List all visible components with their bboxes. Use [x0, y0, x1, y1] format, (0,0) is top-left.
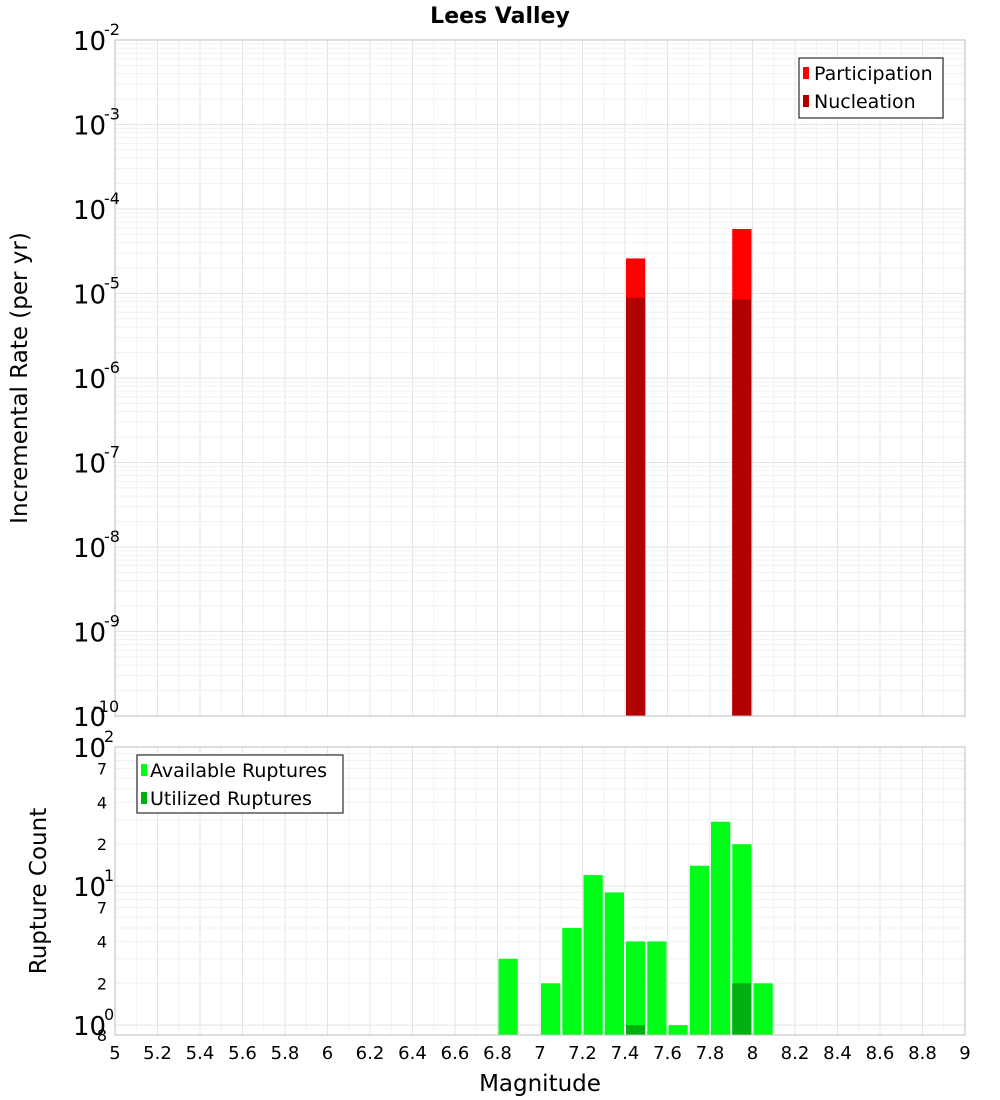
- chart-title: Lees Valley: [430, 4, 570, 29]
- y-tick-label: 10: [73, 734, 106, 764]
- y-tick-label: 7: [97, 760, 107, 779]
- x-tick-label: 6: [322, 1043, 333, 1064]
- count-bar-available-ruptures: [562, 927, 582, 1035]
- legend-label-available: Available Ruptures: [150, 760, 327, 782]
- count-legend-box: [136, 754, 344, 814]
- y-tick-label: 10: [73, 619, 106, 649]
- x-tick-label: 7: [534, 1043, 545, 1064]
- x-tick-label: 8.6: [866, 1043, 895, 1064]
- y-tick-label: 7: [97, 899, 107, 918]
- count-bar-available-ruptures: [689, 865, 709, 1035]
- count-y-axis-label: Rupture Count: [26, 808, 52, 974]
- y-tick-exponent: -10: [93, 697, 119, 716]
- x-tick-label: 7.8: [696, 1043, 725, 1064]
- rate-bar-nucleation: [626, 297, 646, 716]
- x-tick-label: 5.6: [228, 1043, 257, 1064]
- y-tick-exponent: 2: [104, 727, 114, 746]
- y-tick-label: 2: [97, 974, 107, 993]
- x-tick-label: 6.4: [398, 1043, 427, 1064]
- x-tick-label: 8.2: [781, 1043, 810, 1064]
- y-tick-label: 10: [73, 196, 106, 226]
- x-tick-label: 8.8: [908, 1043, 937, 1064]
- y-tick-exponent: -2: [104, 20, 120, 39]
- count-bar-available-ruptures: [711, 821, 731, 1035]
- rate-legend: Participation Nucleation: [798, 57, 944, 119]
- y-tick-label: 4: [97, 932, 107, 951]
- legend-label-participation: Participation: [814, 63, 933, 85]
- x-tick-label: 9: [959, 1043, 970, 1064]
- y-tick-label: 8: [97, 1026, 107, 1045]
- rate-y-axis-label: Incremental Rate (per yr): [7, 232, 33, 524]
- y-tick-exponent: -3: [104, 105, 120, 124]
- x-tick-label: 7.4: [611, 1043, 640, 1064]
- y-tick-label: 10: [73, 365, 106, 395]
- y-tick-label: 10: [73, 534, 106, 564]
- legend-swatch-nucleation: [803, 95, 809, 107]
- x-tick-label: 5.4: [186, 1043, 215, 1064]
- y-tick-exponent: -7: [104, 443, 120, 462]
- y-tick-exponent: -6: [104, 358, 120, 377]
- x-axis-label: Magnitude: [479, 1071, 601, 1097]
- count-bar-utilized-ruptures: [626, 1025, 646, 1035]
- rate-legend-box: [798, 57, 944, 119]
- count-bar-available-ruptures: [647, 941, 667, 1035]
- count-bar-available-ruptures: [604, 892, 624, 1035]
- rate-panel-grid: [114, 40, 966, 717]
- rate-bar-nucleation: [732, 299, 752, 716]
- y-tick-exponent: -4: [104, 189, 120, 208]
- y-tick-exponent: 0: [104, 1005, 114, 1024]
- y-tick-label: 10: [73, 27, 106, 57]
- count-panel-frame: [114, 746, 966, 1036]
- count-bar-available-ruptures: [753, 983, 773, 1035]
- count-panel-bars: [498, 821, 773, 1035]
- legend-swatch-utilized: [141, 792, 147, 804]
- x-tick-label: 8.4: [823, 1043, 852, 1064]
- x-tick-label: 6.6: [441, 1043, 470, 1064]
- y-tick-label: 10: [73, 1012, 106, 1042]
- x-tick-label: 5: [109, 1043, 120, 1064]
- y-tick-label: 10: [73, 112, 106, 142]
- y-tick-exponent: -9: [104, 612, 120, 631]
- y-tick-label: 10: [73, 281, 106, 311]
- rate-panel-bars: [626, 228, 752, 716]
- x-tick-label: 6.8: [483, 1043, 512, 1064]
- legend-swatch-participation: [803, 67, 809, 79]
- rate-panel-frame: [114, 39, 966, 717]
- y-tick-label: 2: [97, 835, 107, 854]
- x-axis-ticks: 5 5.2 5.4 5.6 5.8 6 6.2 6.4 6.6 6.8 7 7.2 7.4 7.6 7.8 8…: [109, 1043, 970, 1064]
- count-legend: Available Ruptures Utilized Ruptures: [136, 754, 344, 814]
- x-tick-label: 8: [747, 1043, 758, 1064]
- legend-label-nucleation: Nucleation: [814, 91, 916, 113]
- x-tick-label: 7.2: [568, 1043, 597, 1064]
- y-tick-exponent: -5: [104, 274, 120, 293]
- count-bar-available-ruptures: [498, 958, 518, 1035]
- y-tick-label: 10: [73, 450, 106, 480]
- count-bar-available-ruptures: [626, 941, 646, 1035]
- y-tick-label: 10: [73, 703, 106, 733]
- legend-label-utilized: Utilized Ruptures: [150, 788, 312, 810]
- x-tick-label: 5.8: [271, 1043, 300, 1064]
- x-tick-label: 6.2: [356, 1043, 385, 1064]
- count-bar-utilized-ruptures: [732, 983, 752, 1035]
- y-tick-exponent: -8: [104, 527, 120, 546]
- y-tick-exponent: 1: [104, 866, 114, 885]
- x-tick-label: 5.2: [143, 1043, 172, 1064]
- count-bar-available-ruptures: [668, 1025, 688, 1035]
- legend-swatch-available: [141, 764, 147, 776]
- y-tick-label: 10: [73, 873, 106, 903]
- y-tick-label: 4: [97, 793, 107, 812]
- count-bar-available-ruptures: [583, 875, 603, 1035]
- count-bar-available-ruptures: [541, 983, 561, 1035]
- x-tick-label: 7.6: [653, 1043, 682, 1064]
